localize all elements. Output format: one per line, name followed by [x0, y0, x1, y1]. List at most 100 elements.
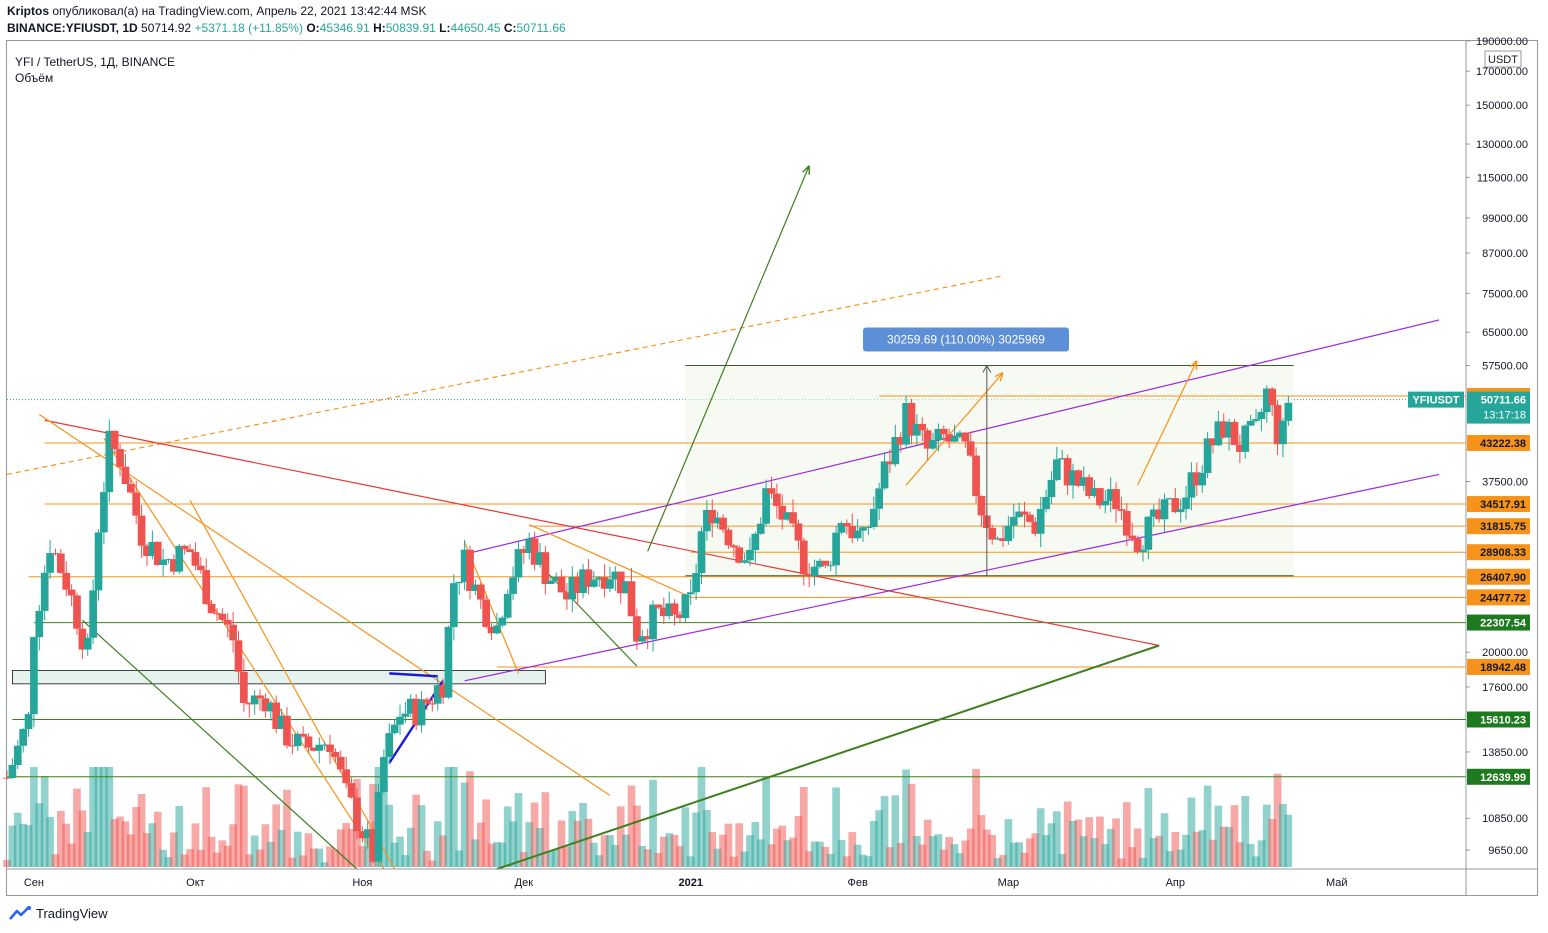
candle-body[interactable]: [907, 402, 916, 436]
candle-body[interactable]: [756, 523, 765, 534]
candle-body[interactable]: [670, 603, 679, 615]
trend-line-green[interactable]: [81, 619, 358, 870]
candle-body[interactable]: [30, 637, 38, 715]
candle-body[interactable]: [450, 583, 458, 628]
candle-body[interactable]: [1273, 405, 1282, 445]
candle-body[interactable]: [283, 715, 291, 746]
candle-body[interactable]: [245, 702, 254, 705]
candle-body[interactable]: [789, 512, 797, 524]
trend-line-green[interactable]: [496, 644, 1160, 870]
candle-body[interactable]: [417, 699, 426, 726]
candle-body[interactable]: [1187, 472, 1196, 498]
candle-body[interactable]: [1144, 516, 1153, 550]
candle-body[interactable]: [19, 729, 27, 746]
candle-body[interactable]: [746, 549, 754, 561]
candle-body[interactable]: [929, 439, 937, 449]
candle-body[interactable]: [444, 627, 453, 698]
candle-body[interactable]: [89, 590, 97, 638]
candle-body[interactable]: [1074, 470, 1083, 486]
candle-body[interactable]: [326, 744, 334, 752]
candle-body[interactable]: [51, 553, 60, 555]
candle-body[interactable]: [869, 508, 878, 527]
candle-body[interactable]: [918, 423, 927, 431]
candle-body[interactable]: [116, 449, 124, 467]
candle-body[interactable]: [665, 603, 674, 617]
candle-body[interactable]: [573, 577, 582, 594]
candle-body[interactable]: [423, 699, 431, 704]
candle-body[interactable]: [229, 624, 237, 641]
candle-body[interactable]: [875, 488, 884, 509]
level-price-tag[interactable]: [1467, 518, 1530, 535]
candle-body[interactable]: [1176, 509, 1185, 513]
candle-body[interactable]: [1036, 509, 1045, 534]
candle-body[interactable]: [530, 538, 539, 565]
candle-body[interactable]: [1257, 412, 1266, 420]
candle-body[interactable]: [568, 577, 577, 600]
candle-body[interactable]: [988, 528, 997, 540]
trend-line-orange[interactable]: [103, 437, 385, 870]
trend-line-red[interactable]: [44, 419, 1160, 647]
candle-body[interactable]: [347, 783, 356, 798]
candle-body[interactable]: [1112, 489, 1120, 510]
candle-body[interactable]: [557, 576, 566, 593]
candle-body[interactable]: [358, 831, 367, 839]
candle-body[interactable]: [1192, 472, 1201, 486]
candle-body[interactable]: [218, 613, 227, 620]
candle-body[interactable]: [256, 695, 264, 699]
candle-body[interactable]: [977, 495, 986, 516]
trend-line-purple[interactable]: [464, 473, 1440, 682]
candle-body[interactable]: [196, 565, 205, 571]
candle-body[interactable]: [1069, 470, 1077, 486]
level-price-tag[interactable]: [1467, 768, 1530, 785]
candle-body[interactable]: [1079, 477, 1088, 486]
candle-body[interactable]: [380, 757, 388, 792]
candle-body[interactable]: [584, 569, 593, 587]
candle-body[interactable]: [886, 461, 894, 465]
trend-line-orange[interactable]: [528, 524, 691, 598]
candle-body[interactable]: [1198, 473, 1207, 486]
candle-body[interactable]: [164, 559, 173, 561]
measure-label-box[interactable]: [863, 327, 1070, 352]
candle-body[interactable]: [1149, 509, 1158, 517]
volume-legend[interactable]: Объём: [15, 71, 54, 85]
trend-line-orange[interactable]: [189, 499, 396, 870]
symbol-tag[interactable]: [1408, 391, 1464, 408]
candle-body[interactable]: [223, 619, 232, 625]
candle-body[interactable]: [520, 549, 528, 553]
candle-body[interactable]: [320, 744, 329, 746]
candle-body[interactable]: [616, 571, 625, 594]
candle-body[interactable]: [773, 493, 781, 506]
level-price-tag[interactable]: [1467, 614, 1530, 631]
candle-body[interactable]: [1246, 420, 1255, 426]
candle-body[interactable]: [945, 434, 953, 442]
candle-body[interactable]: [1160, 499, 1169, 520]
candle-body[interactable]: [1042, 497, 1050, 510]
candle-body[interactable]: [1230, 421, 1239, 446]
candle-body[interactable]: [342, 769, 351, 784]
candle-body[interactable]: [1214, 421, 1223, 446]
candle-body[interactable]: [250, 695, 259, 705]
candle-body[interactable]: [304, 736, 313, 748]
candle-body[interactable]: [1166, 498, 1174, 500]
candle-body[interactable]: [62, 572, 71, 590]
candle-body[interactable]: [1279, 420, 1287, 445]
candle-body[interactable]: [649, 604, 657, 640]
candle-body[interactable]: [923, 430, 932, 449]
candle-body[interactable]: [1122, 510, 1131, 536]
candle-body[interactable]: [939, 428, 948, 435]
candle-body[interactable]: [428, 703, 437, 705]
candle-body[interactable]: [1236, 445, 1244, 452]
candle-body[interactable]: [310, 747, 318, 751]
level-price-tag[interactable]: [1467, 589, 1530, 606]
candle-body[interactable]: [794, 523, 803, 541]
candle-body[interactable]: [686, 592, 695, 595]
candle-body[interactable]: [266, 702, 275, 712]
candle-body[interactable]: [1004, 525, 1013, 542]
candle-body[interactable]: [143, 545, 151, 557]
candle-body[interactable]: [207, 604, 216, 614]
candle-body[interactable]: [153, 541, 162, 565]
candle-body[interactable]: [514, 549, 523, 578]
candle-body[interactable]: [956, 432, 964, 437]
candle-body[interactable]: [579, 569, 587, 594]
